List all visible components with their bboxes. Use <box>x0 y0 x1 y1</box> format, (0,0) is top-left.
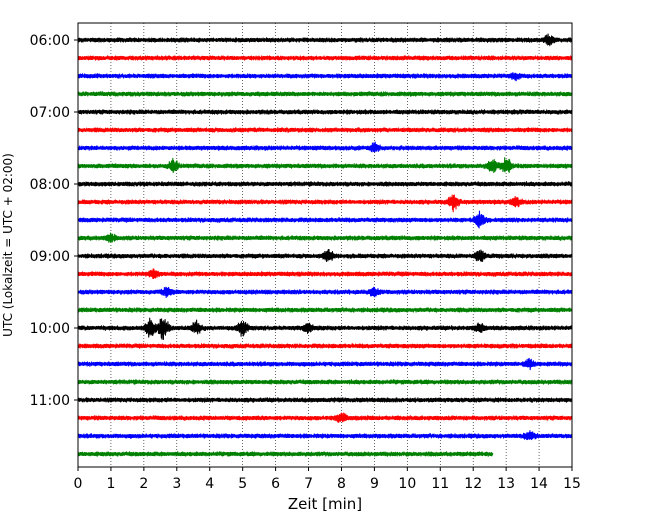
y-axis-title: UTC (Lokalzeit = UTC + 02:00) <box>1 153 15 337</box>
trace-line <box>77 127 573 133</box>
trace-line <box>77 91 573 97</box>
x-axis-ticks: 0 1 2 3 4 5 6 7 8 9 10 11 12 13 14 15 <box>74 467 581 492</box>
trace-line <box>77 268 573 280</box>
trace-line <box>77 194 573 213</box>
y-tick-label: 10:00 <box>30 321 70 337</box>
trace-line <box>77 307 573 313</box>
y-tick-label: 11:00 <box>30 393 70 409</box>
x-tick-label: 14 <box>530 476 548 492</box>
trace-line <box>77 286 573 299</box>
x-tick-label: 3 <box>172 476 181 492</box>
x-tick-label: 9 <box>370 476 379 492</box>
y-tick-label: 09:00 <box>30 249 70 265</box>
y-tick-label: 07:00 <box>30 105 70 121</box>
trace-line <box>77 210 573 229</box>
trace-line <box>77 379 573 385</box>
trace-line <box>77 141 573 153</box>
x-tick-label: 2 <box>139 476 148 492</box>
x-tick-label: 10 <box>398 476 416 492</box>
y-axis-ticks: 06:00 07:00 08:00 09:00 10:00 11:00 <box>30 33 78 409</box>
y-tick-label: 08:00 <box>30 177 70 193</box>
trace-line <box>77 181 573 187</box>
trace-line <box>77 430 573 441</box>
trace-line <box>77 451 494 457</box>
trace-line <box>77 357 573 371</box>
x-tick-label: 0 <box>74 476 83 492</box>
x-tick-label: 7 <box>304 476 313 492</box>
x-tick-label: 11 <box>431 476 449 492</box>
x-tick-label: 15 <box>563 476 581 492</box>
trace-line <box>77 109 573 115</box>
x-axis-title: Zeit [min] <box>288 495 362 513</box>
trace-line <box>77 72 573 82</box>
grid-lines <box>110 23 540 467</box>
trace-line <box>77 33 573 47</box>
x-tick-label: 6 <box>271 476 280 492</box>
trace-line <box>77 232 573 243</box>
x-tick-label: 5 <box>238 476 247 492</box>
seismogram-traces <box>77 33 573 457</box>
trace-line <box>77 343 573 349</box>
trace-line <box>77 412 573 423</box>
x-tick-label: 12 <box>464 476 482 492</box>
trace-line <box>77 55 573 61</box>
x-tick-label: 13 <box>497 476 515 492</box>
plot-frame <box>77 22 573 468</box>
trace-line <box>77 248 573 263</box>
x-tick-label: 1 <box>106 476 115 492</box>
y-tick-label: 06:00 <box>30 33 70 49</box>
trace-line <box>77 397 573 403</box>
trace-line <box>77 317 573 341</box>
trace-line <box>77 157 573 174</box>
x-tick-label: 4 <box>205 476 214 492</box>
x-tick-label: 8 <box>337 476 346 492</box>
